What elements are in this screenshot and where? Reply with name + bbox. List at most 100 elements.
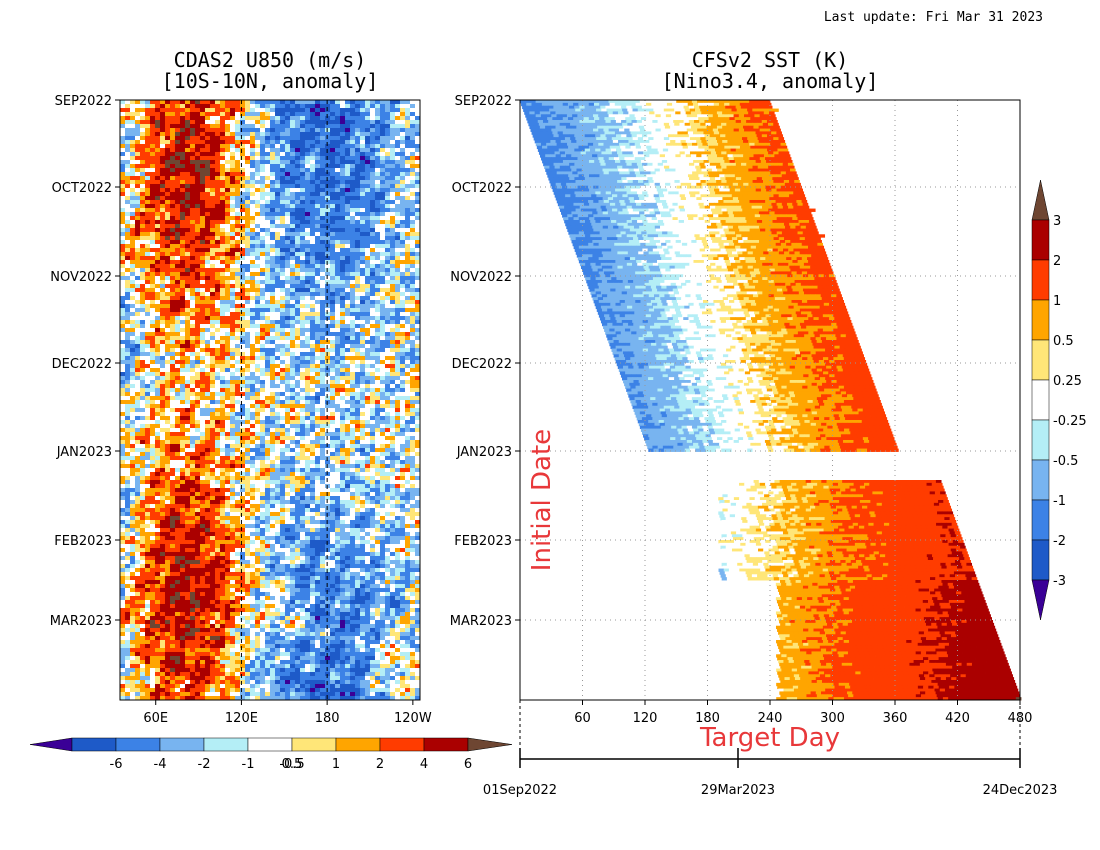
u850-cell bbox=[215, 284, 221, 289]
u850-cell bbox=[125, 392, 131, 397]
u850-cell bbox=[210, 340, 216, 345]
u850-cell bbox=[370, 292, 376, 297]
u850-cell bbox=[270, 196, 276, 201]
u850-cell bbox=[210, 296, 216, 301]
u850-cell bbox=[410, 376, 416, 381]
u850-cell bbox=[275, 332, 281, 337]
u850-cell bbox=[390, 312, 396, 317]
u850-cell bbox=[270, 400, 276, 405]
u850-cell bbox=[385, 176, 391, 181]
u850-cell bbox=[210, 232, 216, 237]
u850-cell bbox=[350, 232, 356, 237]
u850-cell bbox=[235, 176, 241, 181]
u850-cell bbox=[225, 164, 231, 169]
u850-cell bbox=[120, 392, 126, 397]
u850-cell bbox=[335, 108, 341, 113]
u850-cell bbox=[185, 180, 191, 185]
u850-cell bbox=[305, 208, 311, 213]
u850-cell bbox=[330, 164, 336, 169]
u850-cell bbox=[365, 236, 371, 241]
u850-cell bbox=[345, 292, 351, 297]
u850-cell bbox=[220, 264, 226, 269]
u850-cell bbox=[185, 108, 191, 113]
u850-cell bbox=[160, 292, 166, 297]
u850-cell bbox=[130, 344, 136, 349]
u850-cell bbox=[155, 420, 161, 425]
u850-cell bbox=[235, 100, 241, 105]
u850-cell bbox=[195, 320, 201, 325]
u850-cell bbox=[120, 400, 126, 405]
u850-cell bbox=[360, 252, 366, 257]
u850-cell bbox=[130, 184, 136, 189]
u850-cell bbox=[290, 428, 296, 433]
u850-cell bbox=[185, 128, 191, 133]
u850-cell bbox=[210, 160, 216, 165]
u850-cell bbox=[315, 192, 321, 197]
u850-cell bbox=[395, 260, 401, 265]
u850-cell bbox=[295, 340, 301, 345]
u850-cell bbox=[260, 276, 266, 281]
u850-cell bbox=[260, 212, 266, 217]
u850-cell bbox=[320, 324, 326, 329]
u850-cell bbox=[160, 236, 166, 241]
u850-cell bbox=[215, 380, 221, 385]
u850-cell bbox=[340, 416, 346, 421]
u850-cell bbox=[200, 300, 206, 305]
u850-cell bbox=[350, 192, 356, 197]
u850-cell bbox=[225, 172, 231, 177]
u850-cell bbox=[320, 184, 326, 189]
u850-cell bbox=[215, 180, 221, 185]
u850-cell bbox=[130, 188, 136, 193]
u850-cell bbox=[315, 112, 321, 117]
u850-cell bbox=[265, 292, 271, 297]
u850-cell bbox=[405, 280, 411, 285]
u850-cell bbox=[125, 320, 131, 325]
u850-cell bbox=[180, 340, 186, 345]
u850-cell bbox=[250, 308, 256, 313]
u850-cell bbox=[140, 108, 146, 113]
u850-cell bbox=[385, 420, 391, 425]
u850-cell bbox=[380, 388, 386, 393]
u850-cell bbox=[305, 416, 311, 421]
u850-cell bbox=[185, 332, 191, 337]
u850-cell bbox=[305, 176, 311, 181]
u850-cell bbox=[350, 136, 356, 141]
u850-cell bbox=[310, 208, 316, 213]
u850-cell bbox=[390, 196, 396, 201]
u850-cell bbox=[340, 124, 346, 129]
u850-cell bbox=[230, 140, 236, 145]
u850-cell bbox=[235, 124, 241, 129]
u850-cell bbox=[185, 192, 191, 197]
u850-cell bbox=[145, 400, 151, 405]
u850-cell bbox=[120, 324, 126, 329]
u850-cell bbox=[350, 148, 356, 153]
u850-cell bbox=[260, 132, 266, 137]
u850-cell bbox=[370, 240, 376, 245]
u850-cell bbox=[140, 308, 146, 313]
u850-cell bbox=[375, 140, 381, 145]
u850-cell bbox=[345, 228, 351, 233]
u850-cell bbox=[295, 272, 301, 277]
u850-cell bbox=[165, 132, 171, 137]
u850-cell bbox=[150, 232, 156, 237]
u850-cell bbox=[240, 104, 246, 109]
u850-cell bbox=[145, 156, 151, 161]
u850-cell bbox=[375, 292, 381, 297]
u850-cell bbox=[330, 264, 336, 269]
u850-cell bbox=[405, 136, 411, 141]
u850-cell bbox=[285, 260, 291, 265]
u850-cell bbox=[195, 332, 201, 337]
u850-cell bbox=[320, 152, 326, 157]
u850-cell bbox=[395, 196, 401, 201]
u850-cell bbox=[310, 196, 316, 201]
u850-cell bbox=[265, 288, 271, 293]
u850-cell bbox=[230, 148, 236, 153]
u850-cell bbox=[275, 284, 281, 289]
u850-cell bbox=[320, 108, 326, 113]
u850-cell bbox=[395, 348, 401, 353]
u850-cell bbox=[340, 204, 346, 209]
u850-cell bbox=[235, 324, 241, 329]
u850-cell bbox=[175, 144, 181, 149]
u850-cell bbox=[410, 188, 416, 193]
u850-cell bbox=[300, 332, 306, 337]
